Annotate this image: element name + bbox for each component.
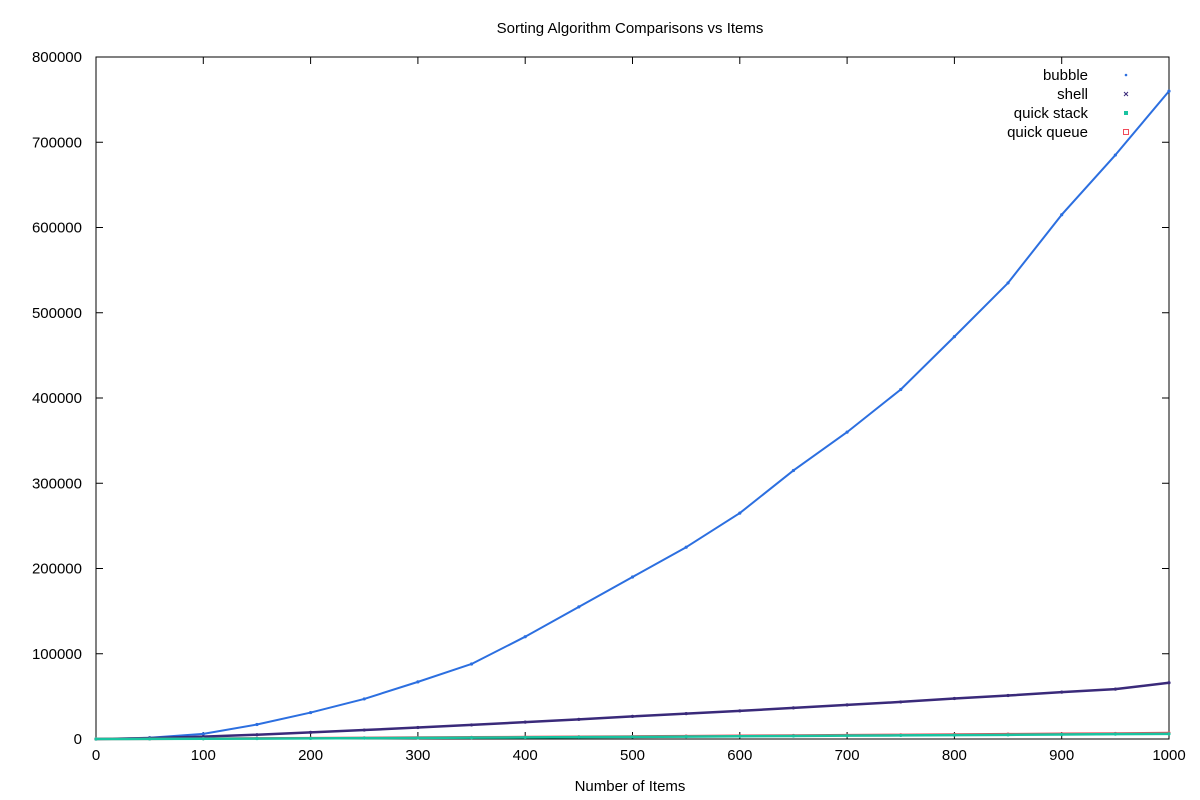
x-axis-label: Number of Items: [575, 778, 686, 795]
legend-marker: [1124, 73, 1128, 77]
data-point: [1060, 690, 1064, 694]
legend-label: quick queue: [1007, 124, 1088, 141]
data-point: [845, 430, 849, 434]
data-point: [684, 545, 688, 549]
data-point: [684, 711, 688, 716]
x-tick-label: 300: [405, 747, 430, 764]
y-tick-label: 200000: [32, 561, 82, 578]
data-point: [791, 468, 796, 473]
x-tick-label: 0: [92, 747, 100, 764]
data-point: [630, 714, 635, 719]
data-point: [899, 700, 903, 704]
data-point: [362, 736, 366, 740]
data-point: [1060, 213, 1064, 217]
data-point: [94, 737, 98, 741]
data-point: [362, 728, 366, 732]
y-tick-label: 0: [74, 731, 82, 748]
y-tick-label: 600000: [32, 220, 82, 237]
data-point: [1060, 732, 1064, 737]
data-point: [1006, 281, 1010, 285]
legend-label: bubble: [1043, 67, 1088, 84]
axis-ticks: 0 100 200 300 400 500 600 700 800 900 1000 0 100000 2…: [32, 49, 1186, 764]
plot-frame: [95, 56, 1170, 740]
data-point: [1006, 693, 1010, 698]
data-point: [416, 725, 420, 730]
y-tick-label: 300000: [32, 475, 82, 492]
data-point: [469, 723, 474, 727]
legend-marker: [1123, 129, 1129, 135]
data-point: [309, 730, 313, 734]
series-bubble: [94, 89, 1171, 741]
data-point: [1167, 732, 1171, 736]
x-tick-label: 700: [835, 747, 860, 764]
data-point: [577, 605, 581, 609]
data-point: [1167, 681, 1171, 685]
y-tick-label: 700000: [32, 134, 82, 151]
data-point: [255, 736, 259, 741]
data-point: [416, 680, 420, 684]
legend-label: shell: [1057, 86, 1088, 103]
legend: bubble shell quick stack quick queue: [1007, 67, 1129, 141]
data-point: [1113, 732, 1117, 736]
y-tick-label: 800000: [32, 49, 82, 66]
y-tick-label: 100000: [32, 646, 82, 663]
data-point: [469, 662, 474, 666]
legend-marker: [1123, 91, 1129, 97]
data-point: [255, 733, 259, 737]
data-point: [845, 734, 849, 738]
legend-label: quick stack: [1014, 105, 1089, 122]
data-point: [952, 696, 957, 701]
data-point: [738, 734, 742, 738]
data-point: [791, 734, 796, 738]
data-point: [630, 735, 635, 739]
data-point: [738, 511, 742, 515]
x-tick-label: 900: [1049, 747, 1074, 764]
y-tick-label: 500000: [32, 305, 82, 322]
data-point: [1006, 733, 1010, 737]
data-point: [845, 703, 849, 707]
data-point: [791, 706, 796, 710]
data-point: [416, 736, 420, 740]
x-tick-label: 100: [191, 747, 216, 764]
x-tick-label: 500: [620, 747, 645, 764]
x-tick-label: 200: [298, 747, 323, 764]
x-tick-label: 600: [727, 747, 752, 764]
data-point: [309, 710, 313, 715]
data-point: [523, 635, 527, 639]
data-point: [523, 735, 527, 739]
data-point: [201, 737, 205, 741]
data-point: [899, 733, 903, 738]
series-quick-stack: [94, 732, 1171, 741]
data-point: [684, 735, 688, 739]
data-point: [255, 722, 259, 727]
series-line: [95, 681, 1170, 741]
data-point: [577, 735, 581, 739]
data-point: [469, 736, 474, 740]
data-point: [630, 575, 635, 579]
x-tick-label: 400: [513, 747, 538, 764]
data-point: [523, 720, 527, 724]
x-tick-label: 800: [942, 747, 967, 764]
data-point: [952, 733, 957, 737]
series-layer: [94, 89, 1171, 741]
x-tick-label: 1000: [1152, 747, 1185, 764]
data-point: [362, 697, 366, 701]
data-point: [1113, 153, 1117, 157]
data-point: [1113, 687, 1117, 691]
data-point: [309, 736, 313, 740]
series-line: [95, 90, 1170, 740]
data-point: [899, 387, 903, 392]
data-point: [148, 737, 152, 741]
series-shell: [94, 681, 1171, 741]
data-point: [952, 335, 957, 339]
y-tick-label: 400000: [32, 390, 82, 407]
data-point: [577, 717, 581, 721]
data-point: [1167, 89, 1171, 93]
data-point: [201, 732, 205, 736]
chart-title: Sorting Algorithm Comparisons vs Items: [497, 20, 764, 37]
data-point: [738, 709, 742, 713]
legend-marker: [1124, 111, 1128, 115]
